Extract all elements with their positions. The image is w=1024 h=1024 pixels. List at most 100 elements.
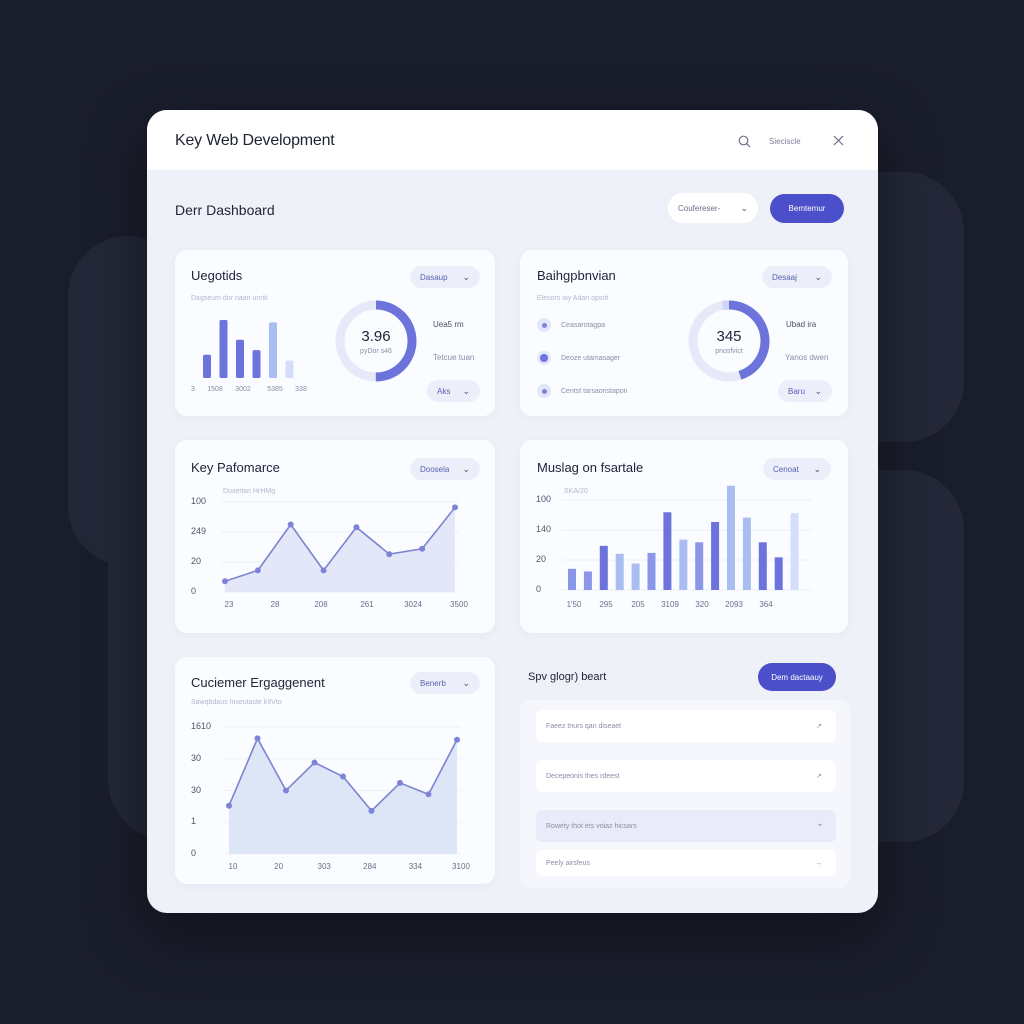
bar — [711, 521, 720, 590]
data-point — [368, 807, 375, 814]
area-fill — [229, 738, 457, 854]
data-point — [353, 524, 360, 531]
panel-dropdown-secondary[interactable]: Aks ⌄ — [427, 380, 480, 402]
panel-title: Muslag on fsartale — [537, 460, 644, 475]
y-tick-label: 249 — [191, 526, 207, 536]
panel-title: Key Pafomarce — [191, 460, 280, 475]
search-icon[interactable] — [738, 135, 751, 148]
y-tick-label: 100 — [536, 494, 552, 504]
list-item[interactable]: Decepeonis thes rdeest ↗ — [536, 760, 836, 792]
bar — [774, 557, 783, 590]
donut-value: 345 — [716, 328, 742, 345]
window-header: Key Web Development Sieciscle — [147, 110, 878, 170]
donut-caption: pyDor s46 — [360, 348, 392, 355]
x-tick-label: 3109 — [661, 600, 679, 609]
list-item[interactable]: Faeez tnurs qan diseaet ↗ — [536, 710, 836, 742]
app-title: Key Web Development — [175, 132, 335, 149]
x-tick-label: 5385 — [267, 386, 283, 393]
chevron-down-icon: ⌄ — [462, 385, 470, 396]
panel-dropdown[interactable]: Dasaup ⌄ — [410, 266, 480, 288]
panel-dropdown[interactable]: Doosela ⌄ — [410, 458, 480, 480]
donut-progress — [688, 300, 770, 382]
panel-dropdown[interactable]: Desaaj ⌄ — [762, 266, 832, 288]
x-tick-label: 295 — [599, 600, 613, 609]
panel-key-performance: Key Pafomarce Doxerlan HrHMg Doosela ⌄ 10… — [175, 440, 495, 633]
donut-progress — [335, 300, 417, 382]
x-tick-label: 205 — [631, 600, 645, 609]
bar — [252, 350, 261, 378]
bar — [269, 322, 277, 378]
dashboard-window: Key Web Development Sieciscle Derr Dashb… — [147, 110, 878, 913]
x-tick-label: 3 — [191, 386, 195, 393]
x-tick-label: 338 — [295, 386, 307, 393]
panel-subtitle: Doxerlan HrHMg — [223, 488, 276, 495]
series-line — [224, 506, 456, 582]
item-label: Centst tarsaonstapon — [561, 387, 628, 395]
data-point — [340, 773, 346, 780]
page-title: Derr Dashboard — [175, 202, 275, 218]
arrow-right-icon: → — [815, 859, 822, 867]
list-item[interactable]: Deoze utamasager — [537, 351, 620, 365]
y-tick-label: 0 — [191, 586, 197, 596]
item-label: Peely airsfeus — [546, 859, 590, 867]
panel-dropdown-secondary[interactable]: Baru ⌄ — [778, 380, 832, 402]
data-point — [452, 504, 458, 511]
data-point — [254, 735, 261, 742]
section-title: Spv glogr) beart — [528, 671, 607, 683]
pin-icon: ⌖ — [818, 822, 822, 829]
list-item[interactable]: Ceasarotagpa — [537, 318, 605, 332]
filter-dropdown[interactable]: Coufereser- ⌄ — [668, 193, 758, 223]
bar — [727, 485, 735, 590]
close-icon[interactable] — [833, 135, 844, 146]
bar — [647, 552, 656, 590]
bar — [568, 568, 576, 590]
bar — [583, 571, 592, 590]
item-label: Deoze utamasager — [561, 354, 621, 362]
plot-area — [221, 501, 459, 593]
x-tick-label: 10 — [228, 862, 238, 871]
bar — [663, 512, 672, 590]
action-button[interactable]: Dem dactaauy — [758, 663, 836, 691]
plot-area — [225, 726, 461, 855]
panel-subtitle: Elesors iay Adan opsrit — [537, 295, 609, 302]
x-tick-label: 261 — [360, 600, 374, 609]
y-tick-label: 30 — [191, 752, 202, 763]
legend-item: Uea5 rm — [433, 320, 464, 329]
panel-dropdown[interactable]: Benerb ⌄ — [410, 672, 480, 694]
bar — [599, 545, 608, 590]
bar — [790, 513, 799, 590]
chevron-down-icon: ⌄ — [462, 677, 470, 688]
x-tick-label: 320 — [695, 600, 709, 609]
item-label: Decepeonis thes rdeest — [546, 772, 620, 780]
x-tick-label: 2093 — [725, 600, 743, 609]
list-item[interactable]: Peely airsfeus → — [536, 850, 836, 876]
bar — [285, 360, 294, 378]
y-tick-label: 20 — [191, 556, 202, 566]
bar — [679, 539, 688, 590]
chevron-down-icon: ⌄ — [462, 463, 470, 474]
header-link[interactable]: Sieciscle — [769, 137, 801, 146]
x-tick-label: 3002 — [235, 386, 251, 393]
data-point — [397, 779, 403, 786]
panel-dropdown[interactable]: Cenoat ⌄ — [763, 458, 831, 480]
y-tick-label: 1610 — [191, 721, 212, 731]
y-tick-label: 140 — [536, 524, 552, 534]
x-tick-label: 3024 — [404, 600, 422, 609]
dot-icon — [537, 384, 551, 398]
donut-chart — [335, 300, 417, 382]
legend-item: Yanos dwen — [785, 353, 829, 362]
panel-title: Baihgpbnvian — [537, 268, 616, 283]
primary-button[interactable]: Bemtemur — [770, 194, 844, 223]
data-point — [425, 791, 432, 798]
bar — [219, 320, 228, 378]
list-item-highlighted[interactable]: Rowety thot ets voiaz hicsars ⌖ — [536, 810, 836, 842]
chevron-down-icon: ⌄ — [740, 202, 748, 213]
x-tick-label: 1'50 — [566, 600, 582, 609]
bar — [236, 339, 244, 378]
arrow-icon: ↗ — [816, 723, 822, 730]
data-point — [283, 787, 289, 794]
y-tick-label: 20 — [536, 554, 547, 564]
list-item[interactable]: Centst tarsaonstapon — [537, 384, 628, 398]
x-tick-label: 28 — [270, 600, 280, 609]
bar — [631, 563, 640, 590]
